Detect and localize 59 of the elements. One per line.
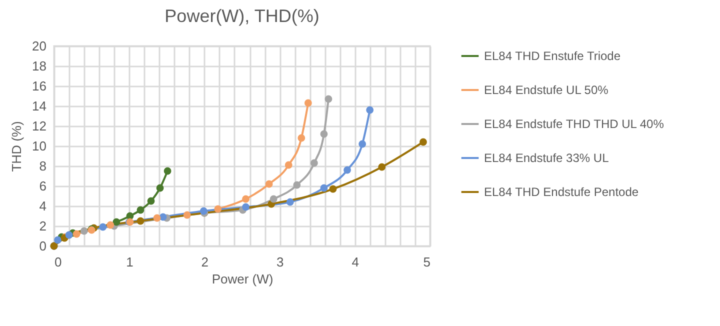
y-tick-label: 14 [32,98,46,114]
point [106,221,114,229]
point [126,212,134,220]
legend-label: EL84 THD Endstufe Pentode [484,185,639,199]
legend-label: EL84 Endstufe THD THD UL 40% [484,117,664,131]
point [293,181,301,189]
point [242,195,250,203]
y-tick-label: 2 [39,218,46,234]
legend-label: EL84 THD Enstufe Triode [484,49,621,63]
y-tick-label: 10 [32,138,46,154]
y-tick-label: 20 [32,38,46,54]
point [310,159,318,167]
point [304,99,312,107]
point [378,163,386,171]
legend-label: EL84 Endstufe UL 50% [484,83,609,97]
point [112,218,120,226]
point [329,185,337,193]
y-tick-label: 4 [39,198,46,214]
point [164,167,172,175]
point [214,205,222,213]
point [298,134,306,142]
point [324,95,332,103]
x-axis-title: Power (W) [212,272,274,286]
point [242,203,250,211]
point [147,197,155,205]
x-tick-label: 0 [54,254,62,270]
x-tick-label: 1 [126,254,134,270]
point [99,223,107,231]
point [156,184,164,192]
x-tick-label: 4 [352,254,359,270]
point [420,138,427,146]
point [270,195,278,203]
point [366,106,374,114]
y-tick-label: 18 [32,58,46,74]
y-axis-title: THD (%) [9,121,24,172]
y-tick-label: 0 [39,238,46,254]
point [358,140,366,148]
y-tick-label: 6 [39,178,46,194]
point [153,214,161,222]
x-tick-label: 3 [276,254,284,270]
point [286,198,294,206]
y-tick-label: 12 [32,118,46,134]
point [320,130,328,138]
y-tick-label: 8 [39,158,46,174]
point [183,211,191,219]
x-tick-label: 2 [201,254,209,270]
point [54,236,62,244]
point [136,206,144,214]
point [72,230,80,238]
chart-title: Power(W), THD(%) [164,6,320,26]
point [265,180,273,188]
y-tick-label: 16 [32,78,46,94]
point [80,227,88,235]
point [344,166,351,174]
legend-label: EL84 Endstufe 33% UL [484,151,610,165]
point [320,184,328,192]
point [136,217,144,225]
x-tick-label: 5 [423,254,430,270]
point [284,161,292,169]
